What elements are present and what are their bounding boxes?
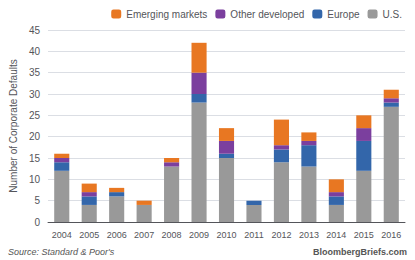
svg-text:Emerging markets: Emerging markets	[126, 9, 207, 20]
svg-text:2015: 2015	[354, 230, 374, 240]
svg-text:30: 30	[29, 89, 41, 100]
svg-text:2010: 2010	[216, 230, 236, 240]
svg-text:2016: 2016	[381, 230, 401, 240]
svg-text:Source: Standard & Poor's: Source: Standard & Poor's	[8, 247, 115, 257]
svg-text:2006: 2006	[107, 230, 127, 240]
svg-text:45: 45	[29, 25, 41, 36]
svg-text:2009: 2009	[189, 230, 209, 240]
svg-text:Number of Corporate Defaults: Number of Corporate Defaults	[8, 59, 19, 192]
svg-text:5: 5	[34, 195, 40, 206]
svg-text:25: 25	[29, 110, 41, 121]
svg-text:2005: 2005	[79, 230, 99, 240]
svg-text:2014: 2014	[326, 230, 346, 240]
svg-text:2004: 2004	[52, 230, 72, 240]
svg-text:2011: 2011	[244, 230, 263, 240]
svg-text:2007: 2007	[134, 230, 154, 240]
svg-text:10: 10	[29, 174, 41, 185]
svg-text:2013: 2013	[299, 230, 319, 240]
svg-text:20: 20	[29, 131, 41, 142]
svg-text:15: 15	[29, 153, 41, 164]
svg-text:35: 35	[29, 67, 41, 78]
svg-text:U.S.: U.S.	[383, 9, 402, 20]
svg-text:2012: 2012	[271, 230, 291, 240]
svg-text:0: 0	[34, 217, 40, 228]
svg-text:40: 40	[29, 46, 41, 57]
svg-text:BloombergBriefs.com: BloombergBriefs.com	[313, 247, 407, 257]
svg-text:2008: 2008	[162, 230, 182, 240]
svg-text:Europe: Europe	[327, 9, 360, 20]
svg-text:Other developed: Other developed	[230, 9, 304, 20]
